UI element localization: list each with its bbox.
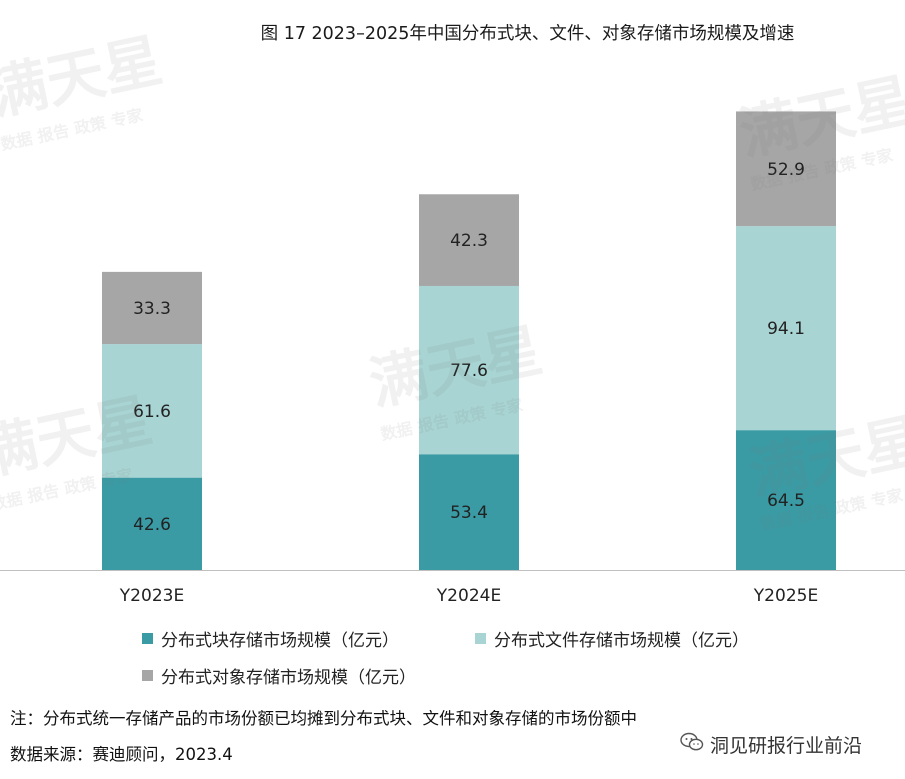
legend-label-file: 分布式文件存储市场规模（亿元） [494, 631, 749, 651]
bar-segment-Y2024E-2 [419, 194, 519, 286]
bar-segment-Y2025E-1 [736, 226, 836, 431]
legend-item-file-storage: 分布式文件存储市场规模（亿元） [475, 626, 749, 651]
data-label-Y2023E-1: 61.6 [133, 402, 171, 422]
legend-item-object-storage: 分布式对象存储市场规模（亿元） [142, 663, 416, 688]
data-label-Y2024E-1: 77.6 [450, 361, 488, 381]
data-label-Y2025E-0: 64.5 [767, 491, 805, 511]
legend-swatch-file [475, 633, 486, 644]
data-label-Y2025E-2: 52.9 [767, 160, 805, 180]
wechat-icon [680, 732, 704, 757]
bar-segment-Y2023E-1 [102, 344, 202, 478]
chart-title: 图 17 2023–2025年中国分布式块、文件、对象存储市场规模及增速 [260, 24, 795, 44]
data-label-Y2023E-2: 33.3 [133, 299, 171, 319]
x-tick-label: Y2023E [119, 586, 184, 606]
data-source: 数据来源：赛迪顾问，2023.4 [10, 745, 233, 764]
bar-segment-Y2025E-2 [736, 111, 836, 227]
legend-swatch-block [142, 633, 153, 644]
brand-tag: 洞见研报行业前沿 [680, 731, 862, 758]
bar-segment-Y2023E-0 [102, 477, 202, 570]
bar-segment-Y2023E-2 [102, 271, 202, 345]
data-label-Y2024E-0: 53.4 [450, 503, 488, 523]
stacked-bar-chart: 42.6 61.6 33.3 Y2023E 53.4 77.6 42.3 Y2024E 64.5… [0, 111, 905, 606]
legend-label-object: 分布式对象存储市场规模（亿元） [161, 668, 416, 688]
legend-swatch-object [142, 670, 153, 681]
x-tick-label: Y2024E [436, 586, 501, 606]
bar-segment-Y2024E-1 [419, 285, 519, 455]
data-label-Y2025E-1: 94.1 [767, 319, 805, 339]
data-label-Y2024E-2: 42.3 [450, 231, 488, 251]
data-label-Y2023E-0: 42.6 [133, 515, 171, 535]
bar-segment-Y2024E-0 [419, 454, 519, 570]
legend-label-block: 分布式块存储市场规模（亿元） [161, 631, 399, 651]
footnote: 注：分布式统一存储产品的市场份额已均摊到分布式块、文件和对象存储的市场份额中 [10, 709, 637, 728]
bar-segment-Y2025E-0 [736, 430, 836, 570]
x-tick-label: Y2025E [753, 586, 818, 606]
legend-item-block-storage: 分布式块存储市场规模（亿元） [142, 626, 399, 651]
brand-name: 洞见研报行业前沿 [710, 735, 863, 757]
